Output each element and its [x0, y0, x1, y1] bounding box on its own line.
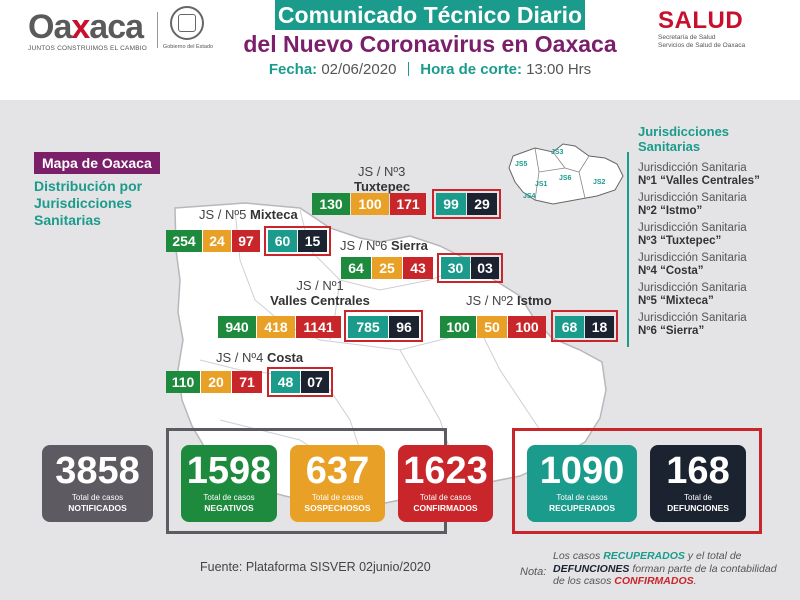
istmo-defunciones: 18 — [585, 316, 614, 338]
oaxaca-logo: Oaxaca JUNTOS CONSTRUIMOS EL CAMBIO — [28, 8, 148, 52]
valles-defunciones: 96 — [389, 316, 419, 338]
inset-label-js6: JS6 — [559, 175, 572, 182]
istmo-highlight — [551, 310, 618, 342]
title-line-2: del Nuevo Coronavirus en Oaxaca — [243, 31, 617, 57]
tuxtepec-sospechosos: 100 — [351, 193, 389, 215]
costa-sospechosos: 20 — [201, 371, 231, 393]
inset-label-js3: JS3 — [551, 149, 564, 156]
inset-label-js1: JS1 — [535, 181, 548, 188]
sierra-negativos: 64 — [341, 257, 371, 279]
map-title: Mapa de Oaxaca — [34, 152, 160, 174]
costa-defunciones: 07 — [301, 371, 329, 393]
logo-tagline: JUNTOS CONSTRUIMOS EL CAMBIO — [28, 45, 148, 52]
istmo-confirmados: 100 — [508, 316, 546, 338]
logo-divider — [157, 12, 158, 48]
legend-item-js4: Jurisdicción Sanitaria Nº4 “Costa” — [638, 252, 747, 277]
mixteca-sospechosos: 24 — [203, 230, 231, 252]
costa-confirmados: 71 — [232, 371, 262, 393]
legend-divider — [627, 152, 629, 347]
map-subtitle: Distribución por Jurisdicciones Sanitari… — [34, 178, 143, 228]
report-date: 02/06/2020 — [321, 61, 397, 78]
valles-confirmados: 1141 — [296, 316, 341, 338]
costa-recuperados: 48 — [271, 371, 300, 393]
inset-label-js5: JS5 — [515, 161, 528, 168]
legend-item-js5: Jurisdicción Sanitaria Nº5 “Mixteca” — [638, 282, 747, 307]
inset-label-js2: JS2 — [593, 179, 606, 186]
legend-title: Jurisdicciones Sanitarias — [638, 124, 730, 154]
mixteca-recuperados: 60 — [268, 230, 297, 252]
region-label-tuxtepec: JS / Nº3 Tuxtepec — [354, 164, 411, 194]
total-confirmados-card: 1623 Total de casos CONFIRMADOS — [398, 445, 493, 522]
costa-highlight — [267, 367, 333, 397]
legend-item-js2: Jurisdicción Sanitaria Nº2 “Istmo” — [638, 192, 747, 217]
costa-negativos: 110 — [166, 371, 200, 393]
inset-map: JS5 JS3 JS6 JS1 JS4 JS2 — [508, 143, 624, 205]
tuxtepec-recuperados: 99 — [436, 193, 466, 215]
mixteca-confirmados: 97 — [232, 230, 260, 252]
sierra-confirmados: 43 — [403, 257, 433, 279]
valles-sospechosos: 418 — [257, 316, 295, 338]
istmo-recuperados: 68 — [555, 316, 584, 338]
legend-item-js3: Jurisdicción Sanitaria Nº3 “Tuxtepec” — [638, 222, 747, 247]
valles-negativos: 940 — [218, 316, 256, 338]
total-negativos-card: 1598 Total de casos NEGATIVOS — [181, 445, 277, 522]
valles-recuperados: 785 — [348, 316, 388, 338]
mixteca-highlight — [264, 226, 331, 256]
valles-highlight — [344, 310, 423, 342]
salud-logo: SALUD Secretaría de Salud Servicios de S… — [658, 7, 746, 50]
tuxtepec-confirmados: 171 — [390, 193, 426, 215]
region-label-sierra: JS / Nº6 Sierra — [340, 238, 428, 253]
cut-time: 13:00 Hrs — [526, 61, 592, 78]
total-sospechosos-card: 637 Total de casos SOSPECHOSOS — [290, 445, 385, 522]
header: Oaxaca JUNTOS CONSTRUIMOS EL CAMBIO Gobi… — [0, 0, 800, 100]
legend-item-js6: Jurisdicción Sanitaria Nº6 “Sierra” — [638, 312, 747, 337]
note-text: Los casos RECUPERADOS y el total de DEFU… — [553, 550, 777, 587]
inset-label-js4: JS4 — [523, 193, 536, 200]
title-line-1: Comunicado Técnico Diario — [275, 0, 585, 30]
state-seal-icon — [170, 6, 204, 40]
note-label: Nota: — [520, 566, 547, 578]
tuxtepec-defunciones: 29 — [467, 193, 497, 215]
mixteca-defunciones: 15 — [298, 230, 327, 252]
legend-item-js1: Jurisdicción Sanitaria Nº1 “Valles Centra… — [638, 162, 760, 187]
region-label-costa: JS / Nº4 Costa — [216, 350, 304, 365]
sierra-recuperados: 30 — [441, 257, 470, 279]
total-notificados-card: 3858 Total de casos NOTIFICADOS — [42, 445, 153, 522]
seal-caption: Gobierno del Estado — [162, 44, 214, 50]
istmo-negativos: 100 — [440, 316, 476, 338]
mixteca-negativos: 254 — [166, 230, 202, 252]
total-recuperados-card: 1090 Total de casos RECUPERADOS — [527, 445, 637, 522]
tuxtepec-highlight — [432, 189, 501, 219]
sierra-sospechosos: 25 — [372, 257, 402, 279]
sierra-highlight — [437, 253, 503, 283]
dateline: Fecha: 02/06/2020 Hora de corte: 13:00 H… — [268, 61, 592, 78]
sierra-defunciones: 03 — [471, 257, 499, 279]
istmo-sospechosos: 50 — [477, 316, 507, 338]
region-label-mixteca: JS / Nº5 Mixteca — [199, 207, 298, 222]
confirmed-breakdown-bracket — [512, 428, 762, 534]
tuxtepec-negativos: 130 — [312, 193, 350, 215]
region-label-istmo: JS / Nº2 Istmo — [466, 293, 552, 308]
total-defunciones-card: 168 Total de DEFUNCIONES — [650, 445, 746, 522]
data-source: Fuente: Plataforma SISVER 02junio/2020 — [200, 560, 431, 574]
region-label-valles: JS / Nº1 Valles Centrales — [270, 278, 370, 308]
